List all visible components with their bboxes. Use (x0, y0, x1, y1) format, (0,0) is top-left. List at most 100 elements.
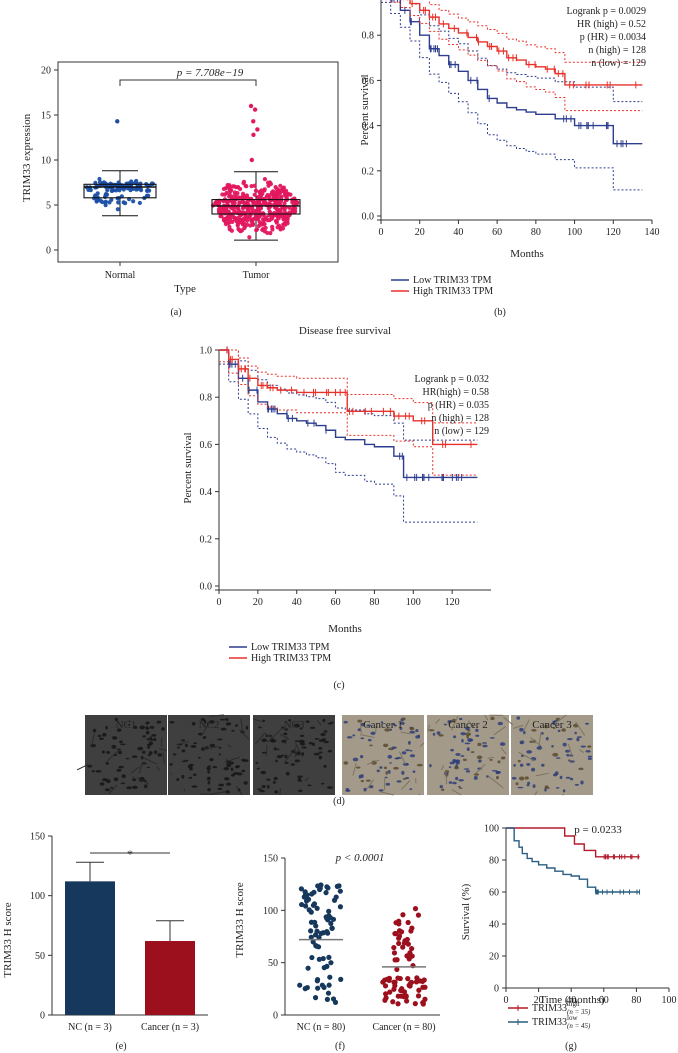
panel-d-nucleus (209, 757, 214, 762)
panel-b-stat-3: n (high) = 128 (588, 45, 646, 56)
panel-a-point (268, 231, 273, 236)
panel-a-bracket (119, 79, 257, 86)
panel-f-point (326, 982, 332, 988)
panel-a-point (276, 194, 282, 199)
panel-d-nucleus (429, 763, 432, 768)
panel-d-nucleus (106, 751, 111, 754)
panel-d-nucleus (119, 740, 123, 744)
panel-d-nucleus (585, 722, 590, 725)
panel-d-nucleus (385, 782, 391, 786)
panel-f-point (315, 883, 321, 889)
panel-d-nucleus (281, 726, 284, 729)
panel-d-fiber (203, 745, 219, 751)
panel-d-nucleus (482, 744, 488, 748)
panel-c-stat-4: n (low) = 129 (434, 426, 489, 437)
panel-a-point (221, 186, 227, 192)
panel-d-nucleus (219, 718, 226, 721)
panel-d-nucleus (223, 767, 230, 771)
panel-d-image-cancer-2: Cancer 2 (427, 714, 509, 796)
panel-d-nucleus (517, 759, 521, 763)
panel-a-ytick-10: 10 (41, 156, 51, 167)
panel-a-point (237, 200, 242, 205)
panel-d-nucleus (395, 756, 402, 759)
panel-d-nucleus (500, 756, 506, 760)
panel-a-point (270, 224, 275, 229)
panel-f-point (312, 995, 319, 1001)
panel-f-point (306, 907, 312, 913)
panel-b-ci-lower (381, 0, 643, 112)
panel-d-nucleus (145, 721, 149, 725)
panel-d-nucleus (320, 782, 325, 785)
panel-f-ytick-150: 150 (263, 854, 278, 865)
panel-a-point (123, 201, 128, 206)
panel-f-point (308, 928, 314, 934)
panel-g-legend-name-0: TRIM33 (532, 1003, 567, 1014)
panel-c-ytick-1.0: 1.0 (200, 346, 213, 357)
panel-d-nucleus (458, 779, 464, 782)
panel-d-fiber (227, 744, 232, 748)
panel-f-point (308, 934, 314, 940)
panel-a-outlier (252, 107, 258, 112)
panel-d-nucleus (121, 774, 126, 779)
panel-d-nucleus (388, 769, 391, 774)
panel-d-nucleus (415, 729, 419, 733)
panel-g-legend-sub-0: (n = 35) (567, 1008, 591, 1016)
panel-a-point (243, 183, 248, 188)
panel-d-nucleus (518, 776, 525, 781)
panel-f-point (333, 894, 339, 900)
panel-b-xtick-60: 60 (492, 227, 502, 238)
panel-a-point (116, 200, 121, 205)
panel-f-xtick-1: Cancer (n = 80) (372, 1022, 435, 1033)
panel-d-image-nc3: NC3 (252, 715, 335, 796)
panel-f-point (399, 986, 405, 992)
panel-d-fiber (487, 756, 494, 759)
panel-d-nucleus (565, 749, 570, 753)
panel-d-nucleus (203, 720, 207, 724)
panel-f-point (390, 999, 396, 1005)
panel-f-point (401, 940, 408, 946)
panel-a-outlier (251, 132, 256, 137)
panel-d-fiber (91, 733, 95, 747)
panel-d-fiber (239, 728, 250, 740)
panel-d-nucleus (463, 768, 470, 770)
panel-d-nucleus (235, 766, 240, 769)
panel-d-nucleus (326, 786, 333, 789)
panel-d-nucleus (552, 752, 559, 757)
panel-f-point (392, 983, 398, 989)
panel-d-nucleus (380, 721, 384, 724)
panel-f-point (328, 920, 334, 927)
panel-a-point (250, 206, 255, 211)
panel-a-point (291, 196, 297, 201)
panel-a-ytick-15: 15 (41, 111, 51, 122)
panel-a-outlier (255, 127, 260, 132)
panel-d-nucleus (322, 718, 326, 723)
panel-d-nucleus (275, 759, 278, 763)
panel-d-fiber (400, 731, 411, 735)
panel-d-nucleus (327, 749, 333, 753)
panel-d-nucleus (379, 766, 383, 769)
panel-d-nucleus (376, 769, 380, 773)
panel-f-point (405, 941, 411, 947)
panel-b-xtick-40: 40 (453, 227, 463, 238)
panel-d-image-nc1: NC1 (76, 715, 167, 795)
panel-d-nucleus (569, 754, 574, 757)
panel-a-point (249, 196, 254, 201)
panel-d-nucleus (561, 728, 567, 732)
panel-d-nucleus (151, 733, 157, 737)
panel-f-point (400, 912, 406, 918)
panel-d-nucleus (559, 775, 563, 780)
panel-d-nucleus (207, 770, 211, 774)
panel-d-ihc-images: (d) NC1 NC2 NC3 Cancer 1 Cancer 2 Cancer 3 (76, 714, 593, 807)
panel-f-point (326, 954, 332, 960)
panel-d-nucleus (102, 778, 108, 782)
panel-f-point (316, 956, 322, 962)
panel-d-nucleus (139, 725, 145, 730)
panel-f-point (297, 982, 303, 988)
panel-a-point (232, 184, 237, 189)
panel-c-ci-upper (219, 349, 478, 441)
panel-d-nucleus (323, 730, 328, 733)
panel-a-point (272, 211, 277, 216)
panel-d-nucleus (447, 719, 453, 723)
panel-d-nucleus (441, 788, 445, 792)
